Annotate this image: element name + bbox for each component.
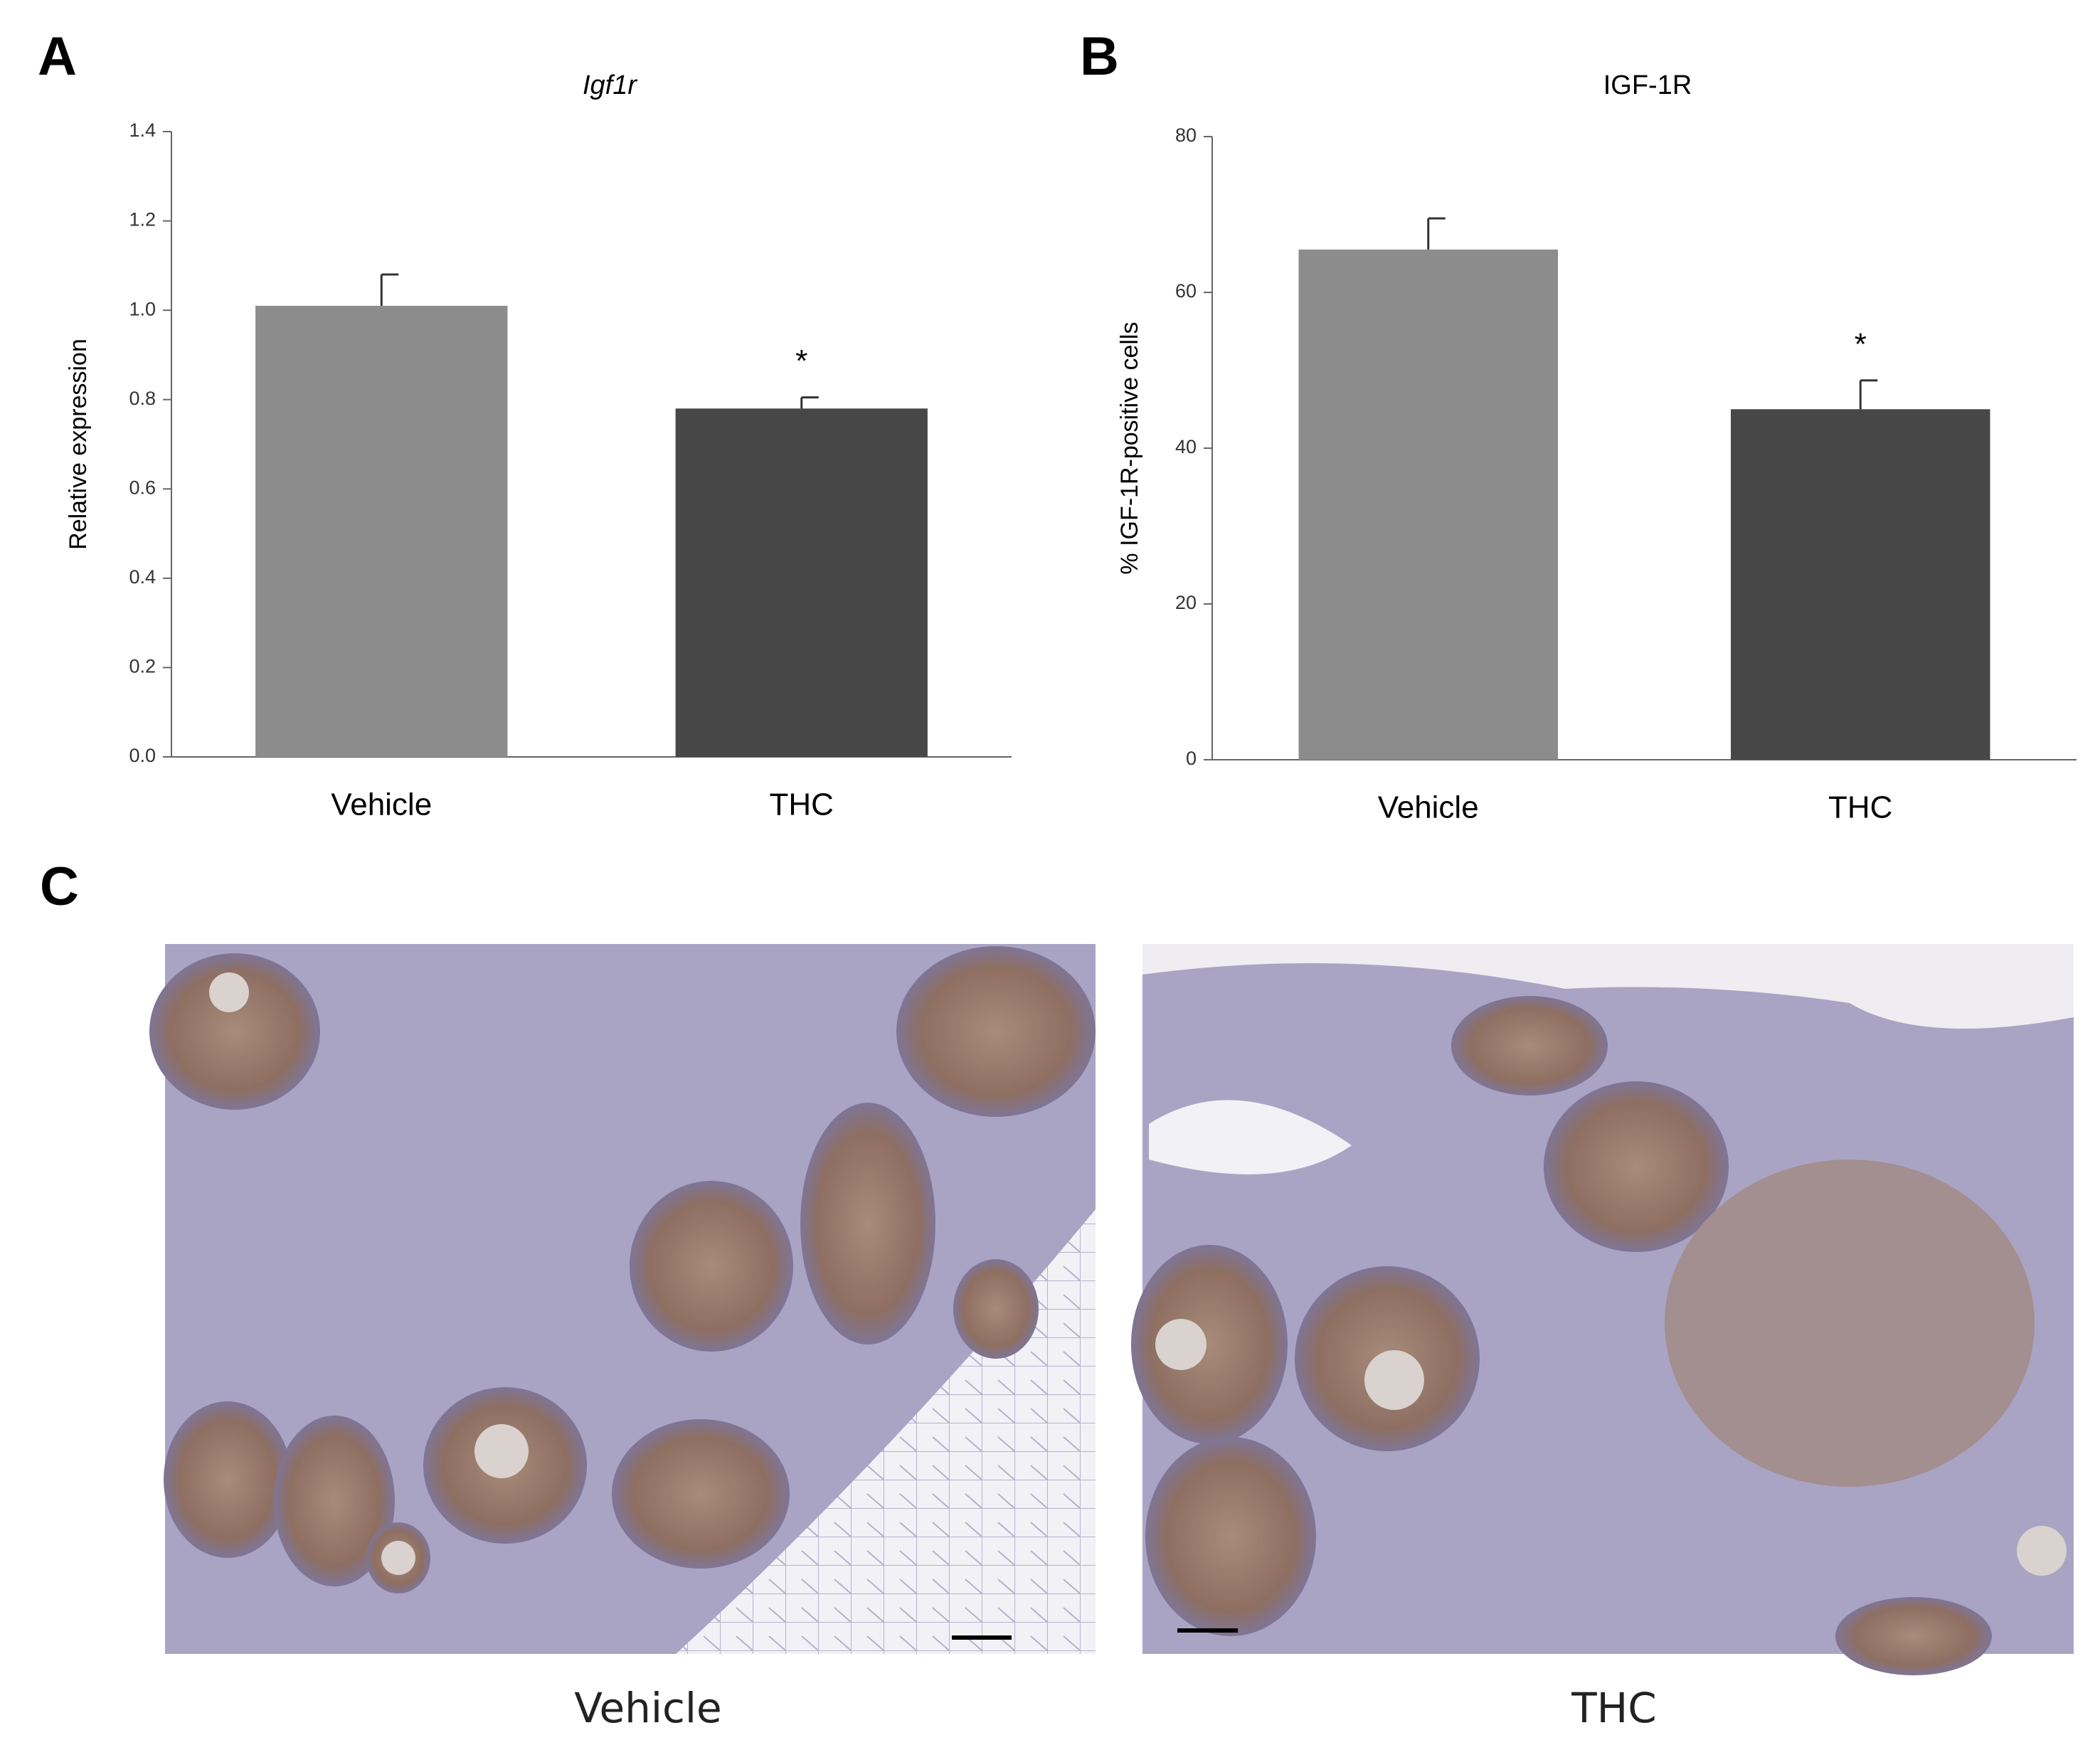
x-tick-label: THC [1828, 790, 1892, 825]
y-tick-label: 1.0 [129, 298, 156, 319]
y-tick-label: 80 [1175, 124, 1197, 146]
error-bar [1427, 217, 1446, 250]
chart-title: IGF-1R [1603, 70, 1692, 100]
y-tick-label: 1.2 [129, 209, 156, 230]
bar [255, 305, 508, 758]
bar [1298, 249, 1558, 760]
y-tick-label: 0.6 [129, 477, 156, 498]
y-axis-label: Relative expression [65, 339, 92, 550]
micrograph-vehicle [149, 944, 1096, 1654]
panel-label: C [40, 856, 79, 917]
y-tick-label: 60 [1175, 280, 1197, 302]
y-tick-label: 0.8 [129, 388, 156, 409]
bar [675, 408, 928, 757]
panel-label: B [1080, 26, 1119, 87]
y-tick-label: 20 [1175, 592, 1197, 613]
chart-title: Igf1r [583, 70, 637, 100]
y-tick-label: 0 [1186, 748, 1197, 769]
micrograph-label: Vehicle [574, 1684, 721, 1732]
y-tick-label: 1.4 [129, 120, 156, 141]
y-tick-label: 0.0 [129, 745, 156, 766]
x-tick-label: Vehicle [331, 787, 432, 822]
panel-label: A [38, 26, 77, 87]
significance-marker: * [1855, 327, 1867, 361]
error-bar [800, 396, 819, 409]
x-tick-label: THC [770, 787, 834, 822]
error-bar [380, 273, 399, 306]
x-tick-label: Vehicle [1378, 790, 1479, 825]
y-tick-label: 40 [1175, 436, 1197, 457]
y-axis-label: % IGF-1R-positive cells [1116, 322, 1143, 574]
y-tick-label: 0.4 [129, 566, 156, 588]
bar [1731, 409, 1990, 760]
micrograph-thc [1131, 944, 2074, 1675]
error-bar [1859, 379, 1878, 410]
significance-marker: * [795, 344, 807, 378]
y-tick-label: 0.2 [129, 656, 156, 677]
micrograph-label: THC [1571, 1684, 1657, 1732]
